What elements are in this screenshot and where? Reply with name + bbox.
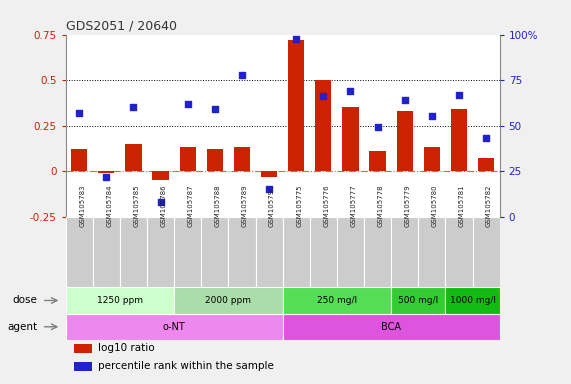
Bar	[445, 287, 500, 314]
Text: GSM105778: GSM105778	[377, 185, 384, 227]
Bar	[418, 217, 445, 287]
Text: GSM105776: GSM105776	[323, 185, 329, 227]
Bar	[315, 80, 331, 171]
Bar	[66, 217, 93, 287]
Bar	[207, 149, 223, 171]
Bar	[283, 217, 309, 287]
Text: 2000 ppm: 2000 ppm	[206, 296, 251, 305]
Point	[427, 113, 436, 119]
Bar	[174, 287, 283, 314]
Point	[455, 91, 464, 98]
Bar	[74, 362, 92, 371]
Bar	[66, 314, 283, 340]
Point	[75, 110, 84, 116]
Bar	[174, 217, 202, 287]
Bar	[152, 171, 169, 180]
Bar	[288, 40, 304, 171]
Point	[156, 199, 165, 205]
Point	[292, 36, 301, 42]
Bar	[445, 217, 473, 287]
Point	[481, 135, 490, 141]
Bar	[369, 151, 386, 171]
Text: GSM105781: GSM105781	[459, 185, 465, 227]
Bar	[337, 217, 364, 287]
Text: GSM105786: GSM105786	[160, 185, 167, 227]
Bar	[93, 217, 120, 287]
Bar	[126, 144, 142, 171]
Bar	[283, 287, 391, 314]
Bar	[179, 147, 196, 171]
Point	[102, 174, 111, 180]
Bar	[202, 217, 228, 287]
Text: dose: dose	[13, 295, 38, 306]
Bar	[120, 217, 147, 287]
Text: GSM105782: GSM105782	[486, 185, 492, 227]
Bar	[74, 344, 92, 353]
Text: agent: agent	[7, 322, 38, 332]
Text: 250 mg/l: 250 mg/l	[317, 296, 357, 305]
Bar	[71, 149, 87, 171]
Text: GSM105784: GSM105784	[106, 185, 112, 227]
Bar	[473, 217, 500, 287]
Text: BCA: BCA	[381, 322, 401, 332]
Bar	[283, 314, 500, 340]
Point	[373, 124, 382, 131]
Text: GSM105788: GSM105788	[215, 185, 221, 227]
Bar	[255, 217, 283, 287]
Text: GSM105779: GSM105779	[405, 185, 411, 227]
Bar	[364, 217, 391, 287]
Text: 1000 mg/l: 1000 mg/l	[449, 296, 496, 305]
Bar	[147, 217, 174, 287]
Bar	[424, 147, 440, 171]
Text: 500 mg/l: 500 mg/l	[398, 296, 439, 305]
Bar	[234, 147, 250, 171]
Bar	[66, 287, 174, 314]
Bar	[391, 217, 418, 287]
Text: GSM105775: GSM105775	[296, 185, 302, 227]
Point	[238, 71, 247, 78]
Text: GSM105789: GSM105789	[242, 185, 248, 227]
Bar	[261, 171, 278, 177]
Text: GSM105783: GSM105783	[79, 185, 85, 227]
Bar	[228, 217, 255, 287]
Text: GSM105777: GSM105777	[351, 185, 356, 227]
Point	[400, 97, 409, 103]
Text: 1250 ppm: 1250 ppm	[97, 296, 143, 305]
Bar	[309, 217, 337, 287]
Text: GSM105780: GSM105780	[432, 185, 438, 227]
Bar	[478, 158, 494, 171]
Point	[210, 106, 219, 112]
Text: GSM105785: GSM105785	[134, 185, 139, 227]
Point	[346, 88, 355, 94]
Text: GSM105787: GSM105787	[188, 185, 194, 227]
Text: o-NT: o-NT	[163, 322, 186, 332]
Text: percentile rank within the sample: percentile rank within the sample	[98, 361, 274, 371]
Bar	[342, 108, 359, 171]
Bar	[391, 287, 445, 314]
Bar	[396, 111, 413, 171]
Bar	[98, 171, 114, 173]
Point	[129, 104, 138, 111]
Text: log10 ratio: log10 ratio	[98, 343, 155, 353]
Point	[183, 101, 192, 107]
Point	[264, 186, 274, 192]
Bar	[451, 109, 467, 171]
Text: GDS2051 / 20640: GDS2051 / 20640	[66, 19, 176, 32]
Point	[319, 93, 328, 99]
Text: GSM105790: GSM105790	[269, 185, 275, 227]
